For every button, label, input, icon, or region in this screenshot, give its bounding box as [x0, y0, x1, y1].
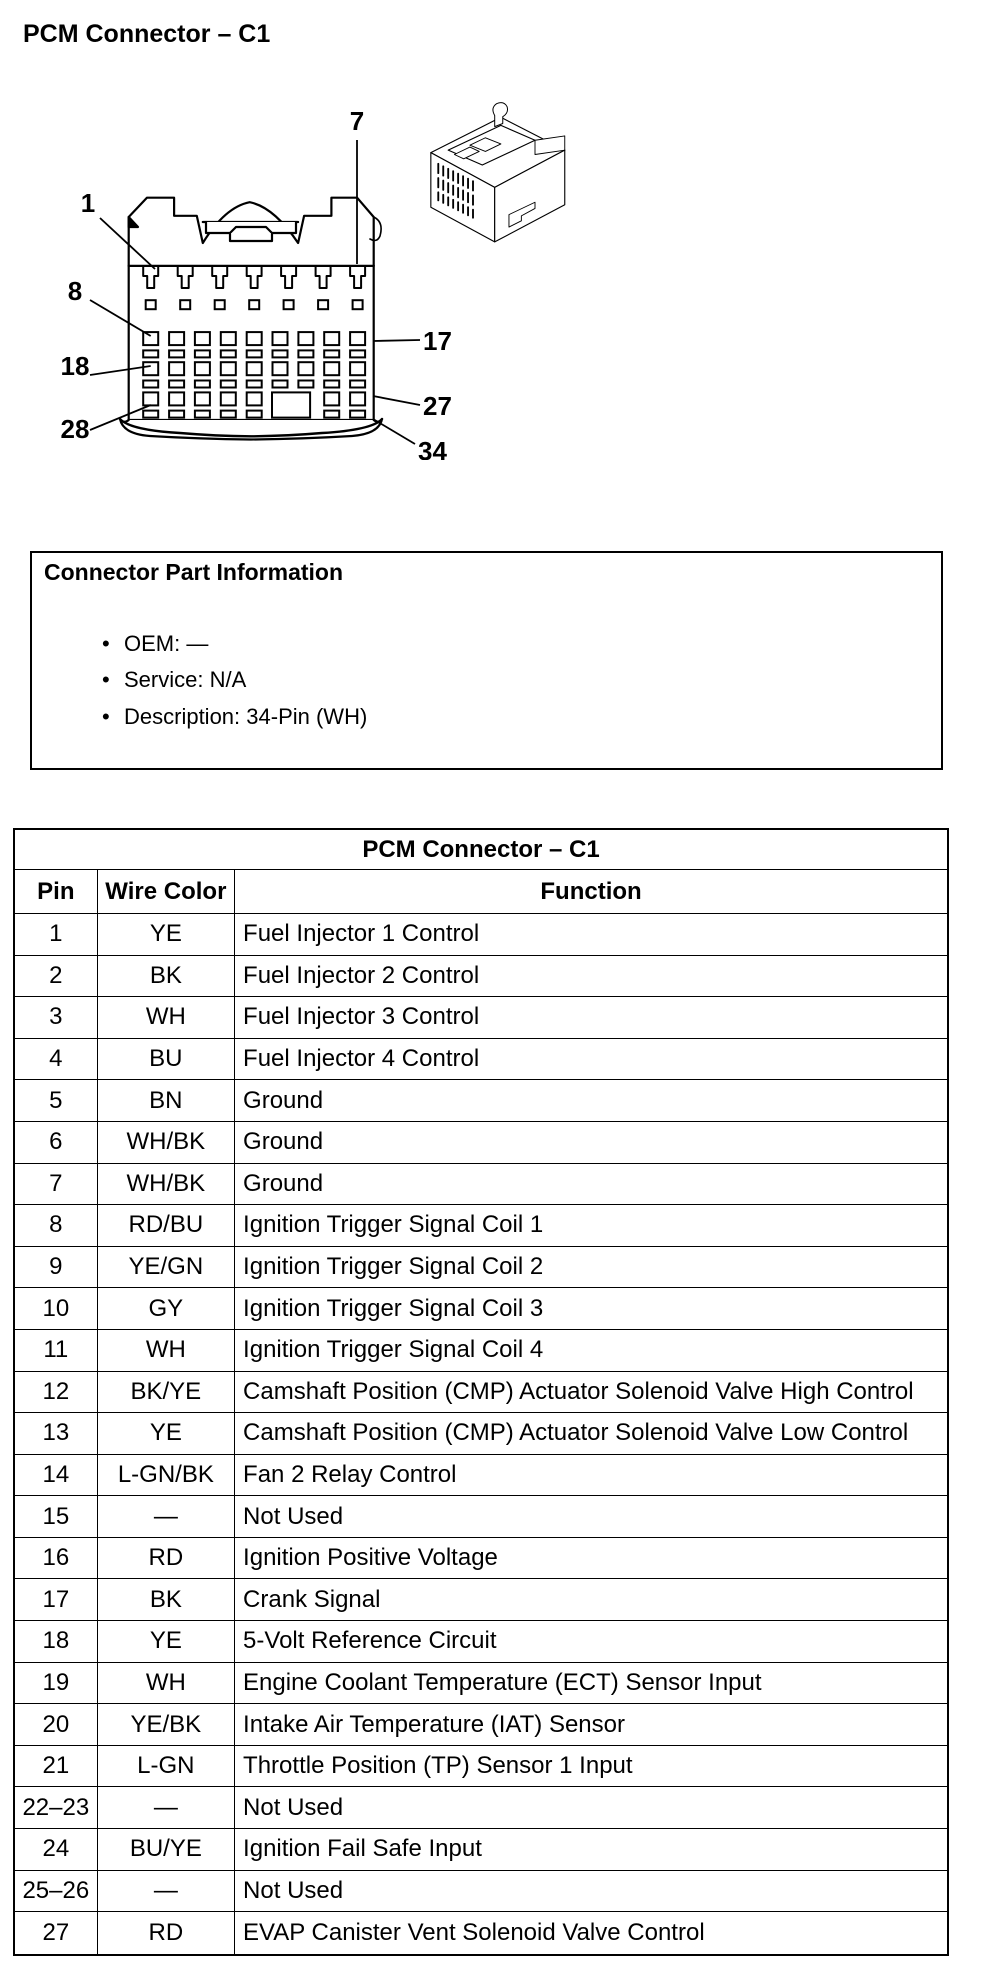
- svg-text:28: 28: [61, 414, 90, 444]
- svg-text:18: 18: [61, 351, 90, 381]
- svg-text:27: 27: [423, 391, 452, 421]
- svg-text:34: 34: [418, 436, 447, 460]
- svg-text:17: 17: [423, 326, 452, 356]
- svg-text:1: 1: [81, 188, 95, 218]
- svg-text:8: 8: [68, 276, 82, 306]
- svg-text:7: 7: [350, 106, 364, 136]
